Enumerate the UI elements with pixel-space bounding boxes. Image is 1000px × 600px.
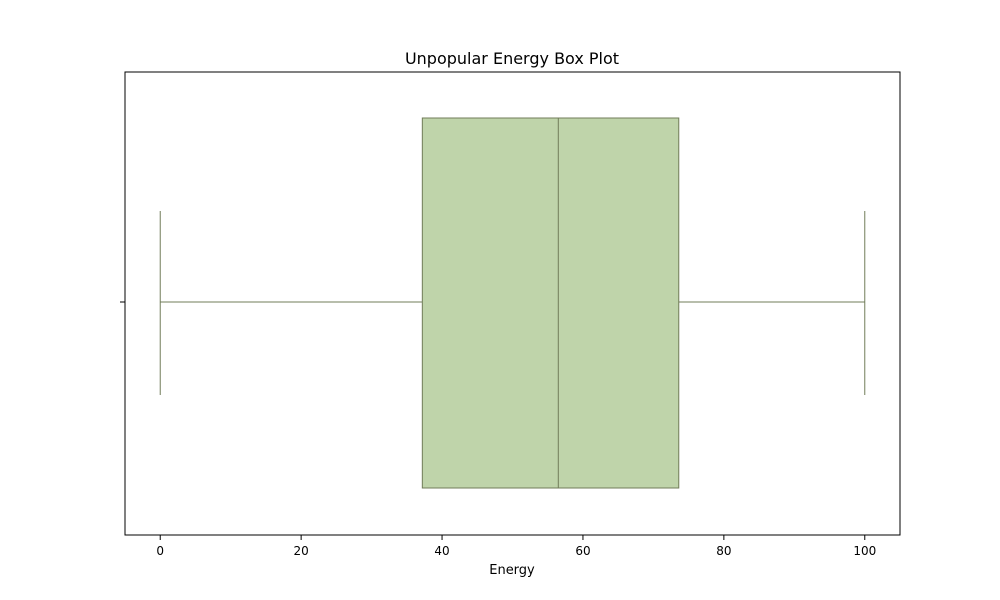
x-tick-label: 100 <box>853 544 876 558</box>
x-axis-ticks: 0 20 40 60 80 100 <box>156 535 876 558</box>
chart-title: Unpopular Energy Box Plot <box>405 49 619 68</box>
x-tick-label: 40 <box>434 544 449 558</box>
x-tick-label: 0 <box>156 544 164 558</box>
x-tick-label: 60 <box>575 544 590 558</box>
x-tick-label: 20 <box>293 544 308 558</box>
iqr-box <box>421 117 680 489</box>
plot-frame <box>124 71 901 536</box>
x-tick-label: 80 <box>716 544 731 558</box>
x-axis-label: Energy <box>489 563 535 578</box>
marks-layer <box>159 117 866 489</box>
